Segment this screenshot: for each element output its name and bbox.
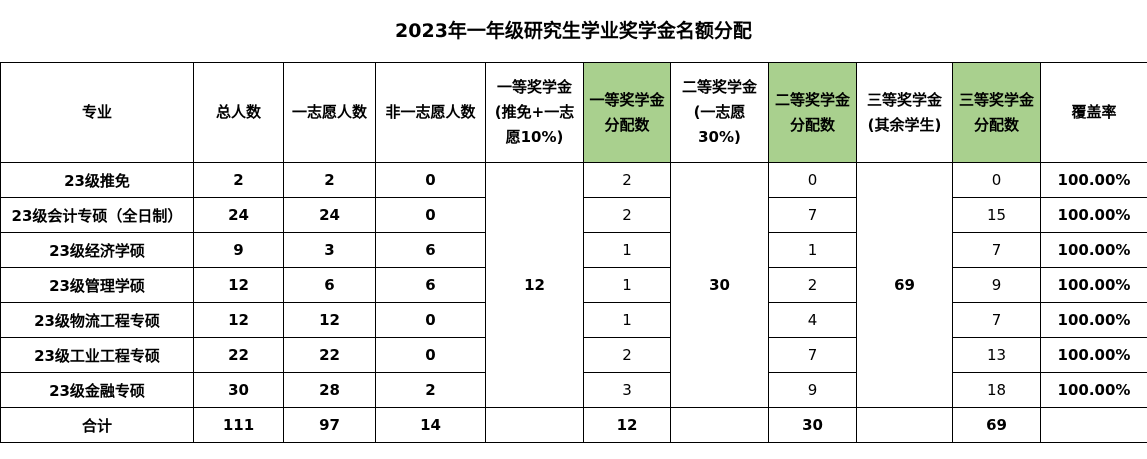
table-cell[interactable]: 6: [375, 232, 486, 268]
table-cell[interactable]: 2: [583, 197, 671, 233]
table-cell[interactable]: 4: [768, 302, 857, 338]
table-cell[interactable]: 6: [283, 267, 376, 303]
header-cell[interactable]: 总人数: [193, 62, 284, 163]
header-cell[interactable]: 三等奖学金分配数: [952, 62, 1041, 163]
table-cell[interactable]: 7: [952, 302, 1041, 338]
table-cell[interactable]: 1: [583, 232, 671, 268]
table-cell[interactable]: 0: [952, 162, 1041, 198]
table-cell[interactable]: 100.00%: [1040, 337, 1147, 373]
table-cell[interactable]: 100.00%: [1040, 267, 1147, 303]
table-cell[interactable]: 12: [283, 302, 376, 338]
table-cell[interactable]: 7: [952, 232, 1041, 268]
header-cell[interactable]: 一志愿人数: [283, 62, 376, 163]
table-cell[interactable]: 2: [583, 337, 671, 373]
table-row: 23级工业工程专硕 22 22 0 2 7 13 100.00%: [0, 337, 1147, 373]
table-cell[interactable]: 23级金融专硕: [0, 372, 194, 408]
table-row: 23级金融专硕 30 28 2 3 9 18 100.00%: [0, 372, 1147, 408]
table-cell[interactable]: 1: [768, 232, 857, 268]
header-cell[interactable]: 二等奖学金(一志愿30%): [670, 62, 769, 163]
table-row: 23级管理学硕 12 6 6 1 2 9 100.00%: [0, 267, 1147, 303]
table-cell[interactable]: 2: [283, 162, 376, 198]
header-cell[interactable]: 一等奖学金(推免+一志愿10%): [485, 62, 584, 163]
table-cell[interactable]: 24: [283, 197, 376, 233]
table-cell[interactable]: [485, 407, 584, 443]
table-cell[interactable]: 30: [670, 162, 769, 408]
header-cell[interactable]: 三等奖学金(其余学生): [856, 62, 953, 163]
table-cell[interactable]: [1040, 407, 1147, 443]
table-cell[interactable]: 0: [375, 197, 486, 233]
table-cell[interactable]: 3: [583, 372, 671, 408]
table-cell[interactable]: 30: [768, 407, 857, 443]
table-cell[interactable]: 23级工业工程专硕: [0, 337, 194, 373]
table-cell[interactable]: [856, 407, 953, 443]
table-cell[interactable]: 6: [375, 267, 486, 303]
header-cell[interactable]: 专业: [0, 62, 194, 163]
table-cell[interactable]: 100.00%: [1040, 197, 1147, 233]
table-cell[interactable]: 18: [952, 372, 1041, 408]
table-cell[interactable]: 28: [283, 372, 376, 408]
table-cell[interactable]: 22: [283, 337, 376, 373]
table-cell[interactable]: 0: [375, 337, 486, 373]
table-cell[interactable]: 100.00%: [1040, 162, 1147, 198]
table-cell[interactable]: 23级物流工程专硕: [0, 302, 194, 338]
table-cell[interactable]: 9: [768, 372, 857, 408]
table-cell[interactable]: 0: [375, 302, 486, 338]
table-cell[interactable]: 2: [193, 162, 284, 198]
table-cell[interactable]: 24: [193, 197, 284, 233]
table-cell[interactable]: 111: [193, 407, 284, 443]
table-cell[interactable]: 合计: [0, 407, 194, 443]
table-cell[interactable]: 2: [768, 267, 857, 303]
table-cell[interactable]: 12: [485, 162, 584, 408]
table-cell[interactable]: 30: [193, 372, 284, 408]
table-cell[interactable]: 100.00%: [1040, 302, 1147, 338]
table-cell[interactable]: 0: [768, 162, 857, 198]
table-cell[interactable]: 15: [952, 197, 1041, 233]
table-cell[interactable]: 3: [283, 232, 376, 268]
table-cell[interactable]: 1: [583, 267, 671, 303]
table-row: 23级推免 2 2 0 12 2 30 0 69 0 100.00%: [0, 162, 1147, 408]
table-cell[interactable]: 2: [583, 162, 671, 198]
table-cell[interactable]: 1: [583, 302, 671, 338]
table-cell[interactable]: 9: [952, 267, 1041, 303]
table-cell[interactable]: 0: [375, 162, 486, 198]
table-row: 23级物流工程专硕 12 12 0 1 4 7 100.00%: [0, 302, 1147, 338]
total-row: 合计 111 97 14 12 30 69: [0, 407, 1147, 443]
table-cell[interactable]: 23级管理学硕: [0, 267, 194, 303]
table-cell[interactable]: 97: [283, 407, 376, 443]
header-cell[interactable]: 非一志愿人数: [375, 62, 486, 163]
table-cell[interactable]: 100.00%: [1040, 372, 1147, 408]
scholarship-table: 专业 总人数 一志愿人数 非一志愿人数 一等奖学金(推免+一志愿10%) 一等奖…: [0, 62, 1147, 443]
sheet-title: 2023年一年级研究生学业奖学金名额分配: [395, 20, 752, 42]
table-cell[interactable]: 22: [193, 337, 284, 373]
table-cell[interactable]: 2: [375, 372, 486, 408]
header-cell[interactable]: 二等奖学金分配数: [768, 62, 857, 163]
header-cell[interactable]: 一等奖学金分配数: [583, 62, 671, 163]
table-cell[interactable]: 23级推免: [0, 162, 194, 198]
table-cell[interactable]: [670, 407, 769, 443]
table-cell[interactable]: 69: [952, 407, 1041, 443]
header-cell[interactable]: 覆盖率: [1040, 62, 1147, 163]
table-cell[interactable]: 12: [583, 407, 671, 443]
table-cell[interactable]: 9: [193, 232, 284, 268]
table-cell[interactable]: 12: [193, 267, 284, 303]
table-cell[interactable]: 69: [856, 162, 953, 408]
table-cell[interactable]: 13: [952, 337, 1041, 373]
table-cell[interactable]: 7: [768, 197, 857, 233]
table-cell[interactable]: 100.00%: [1040, 232, 1147, 268]
header-row: 专业 总人数 一志愿人数 非一志愿人数 一等奖学金(推免+一志愿10%) 一等奖…: [0, 62, 1147, 163]
table-cell[interactable]: 14: [375, 407, 486, 443]
table-cell[interactable]: 12: [193, 302, 284, 338]
table-cell[interactable]: 23级会计专硕（全日制）: [0, 197, 194, 233]
table-cell[interactable]: 7: [768, 337, 857, 373]
table-cell[interactable]: 23级经济学硕: [0, 232, 194, 268]
